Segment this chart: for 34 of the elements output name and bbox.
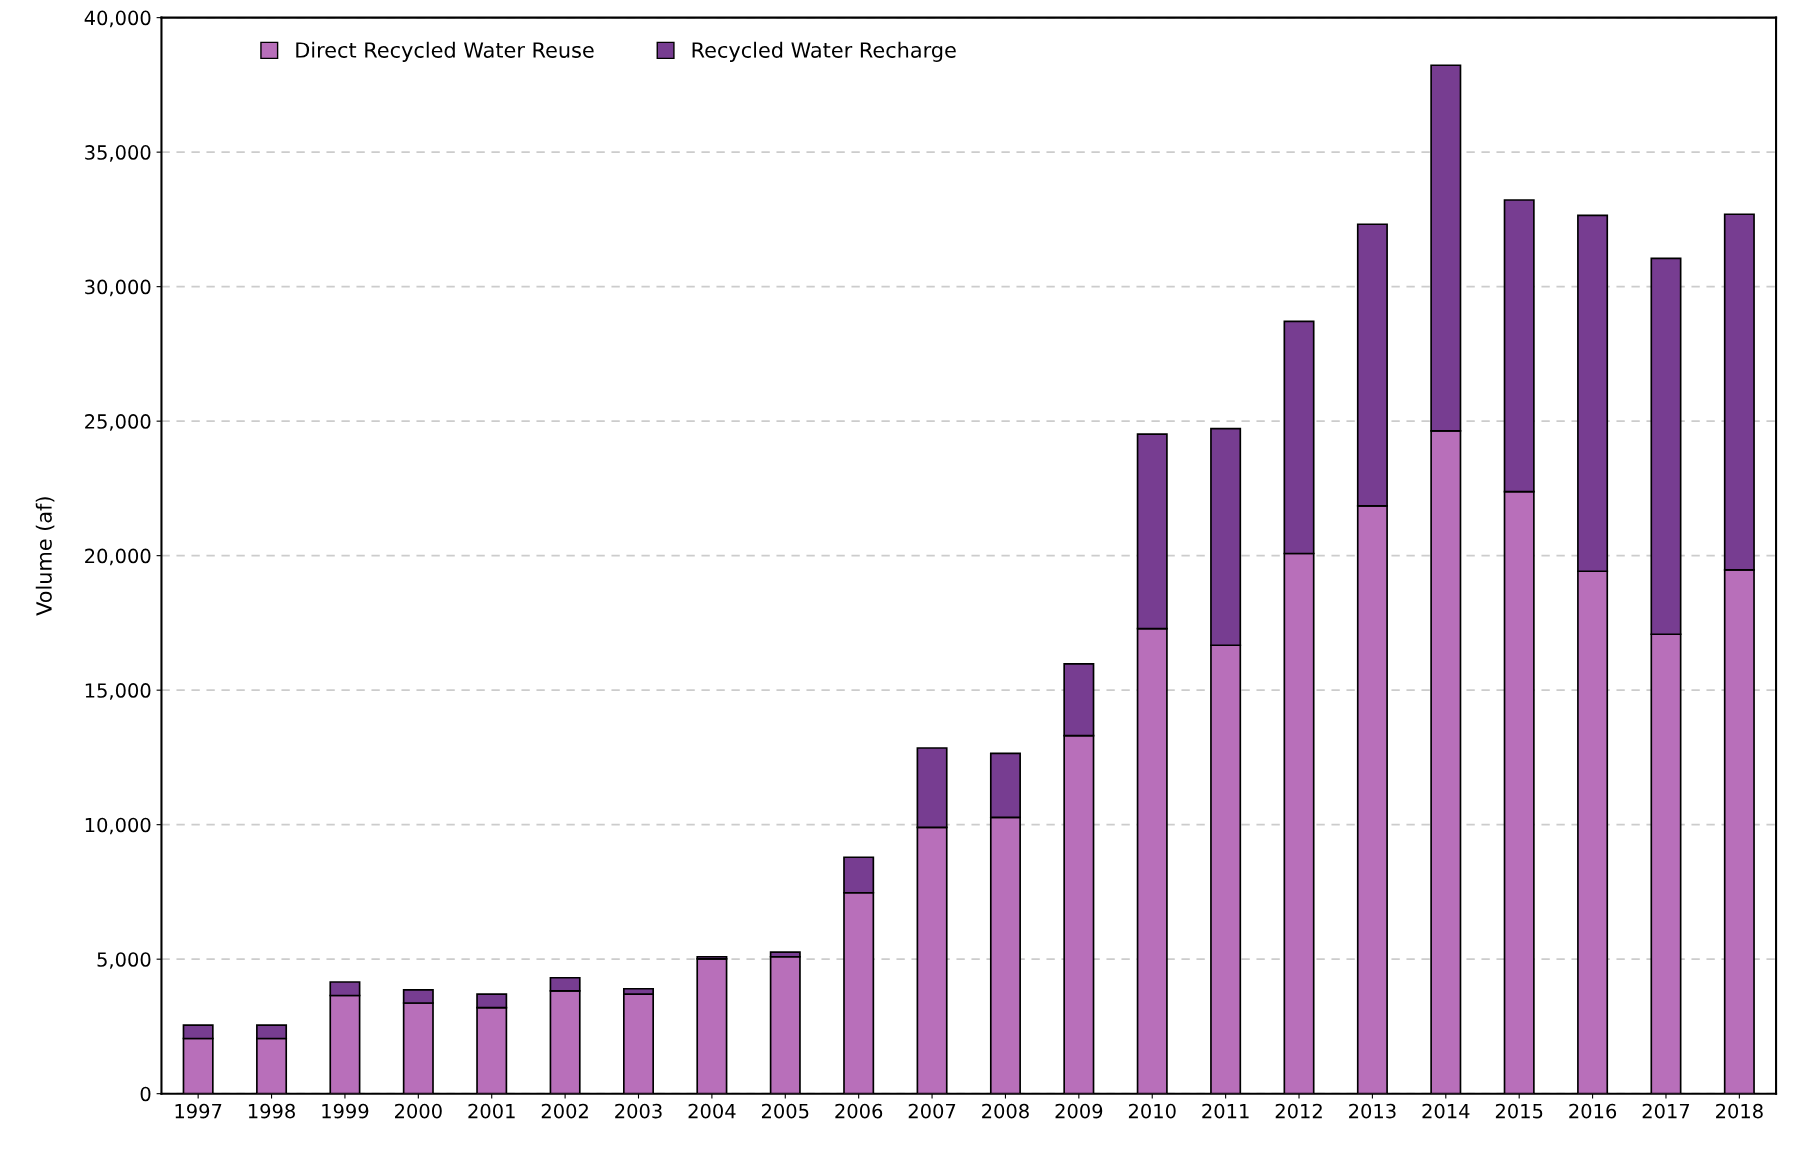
x-tick-label: 2015 (1495, 1103, 1543, 1119)
x-tick-label: 2010 (1128, 1103, 1176, 1119)
y-tick-label: 40,000 (84, 10, 151, 28)
x-tick-label: 2018 (1716, 1103, 1763, 1119)
y-tick-label: 35,000 (85, 145, 151, 162)
y-tick-label: 20,000 (85, 548, 151, 566)
x-tick-label: 2004 (688, 1103, 736, 1119)
x-tick-label: 1999 (322, 1103, 369, 1119)
x-tick-label: 2009 (1055, 1103, 1103, 1119)
x-tick-label: 1997 (175, 1103, 222, 1119)
x-tick-label: 2012 (1275, 1103, 1322, 1119)
y-tick-label: 25,000 (85, 414, 151, 431)
x-tick-label: 2008 (982, 1103, 1029, 1119)
y-tick-label: 10,000 (85, 817, 151, 835)
y-axis-title: Volume (af) (35, 497, 55, 616)
y-tick-label: 15,000 (85, 683, 151, 700)
x-tick-label: 2000 (395, 1103, 442, 1119)
x-tick-label: 2002 (541, 1103, 588, 1119)
x-tick-label: 2003 (615, 1103, 662, 1119)
x-tick-label: 2006 (835, 1103, 883, 1119)
x-tick-label: 1998 (248, 1103, 295, 1119)
x-tick-label: 2013 (1349, 1103, 1396, 1119)
x-tick-label: 2011 (1202, 1103, 1249, 1119)
x-tick-label: 2001 (468, 1103, 515, 1119)
x-tick-label: 2016 (1569, 1103, 1617, 1119)
y-tick-label: 5,000 (97, 952, 151, 969)
legend-label: Recycled Water Recharge (692, 41, 956, 62)
y-tick-label: 0 (140, 1086, 151, 1102)
x-tick-label: 2007 (908, 1103, 956, 1119)
x-tick-label: 2014 (1422, 1103, 1470, 1119)
x-tick-label: 2005 (761, 1103, 809, 1119)
x-tick-label: 2017 (1642, 1103, 1690, 1119)
legend-label: Direct Recycled Water Reuse (296, 41, 594, 62)
y-tick-label: 30,000 (85, 279, 151, 297)
